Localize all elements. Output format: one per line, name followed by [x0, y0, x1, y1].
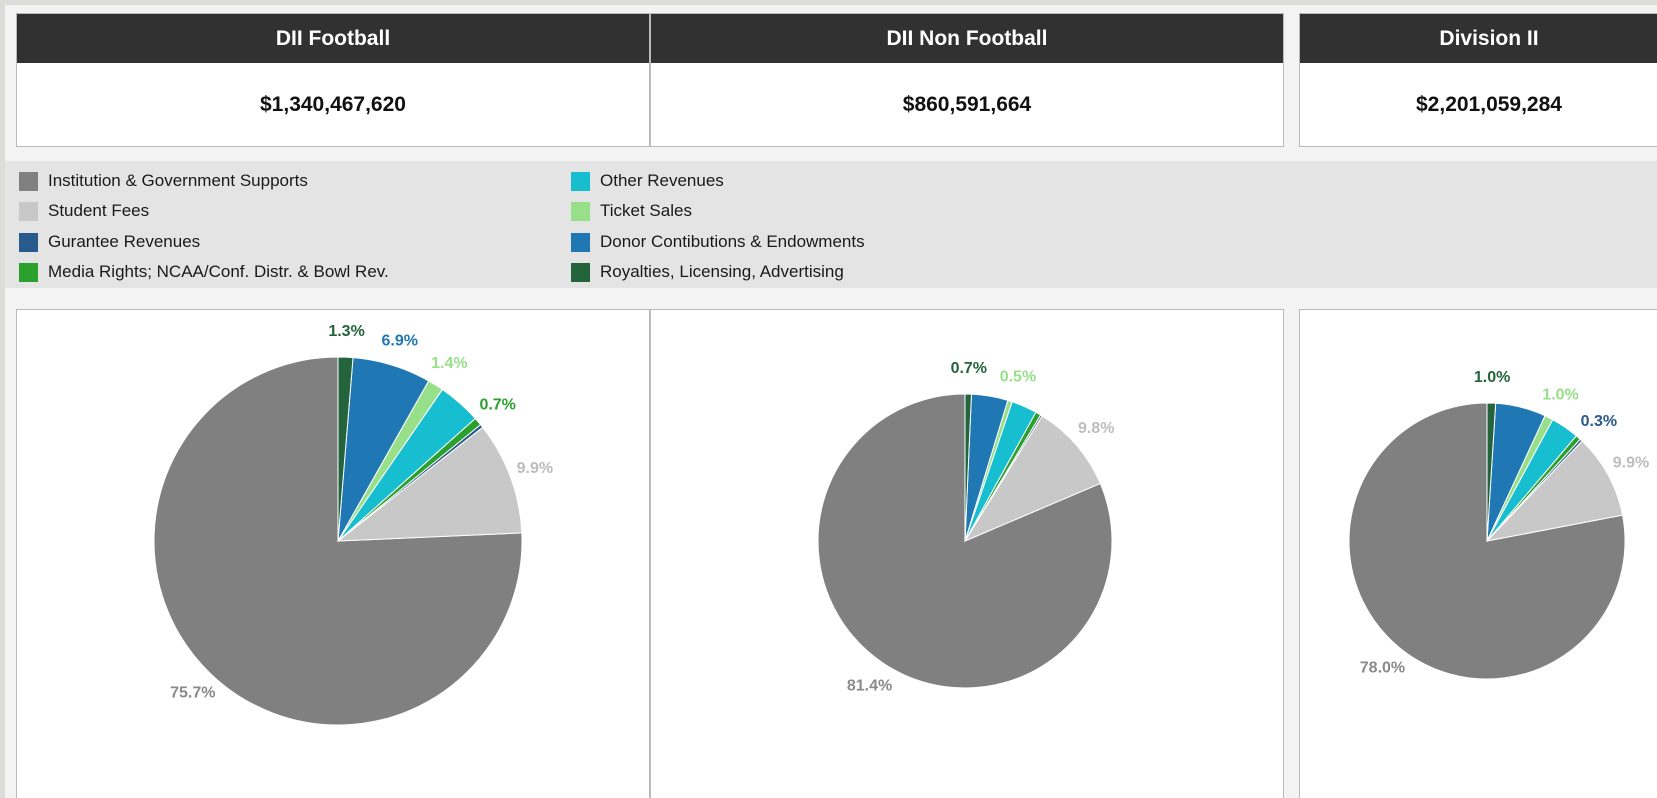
pie-data-label: 1.0% [1542, 386, 1578, 403]
card-value: $860,591,664 [902, 92, 1032, 116]
pie-data-label: 0.5% [1000, 368, 1036, 385]
summary-card-dii-non-football: DII Non Football $860,591,664 [650, 13, 1284, 147]
legend-label: Institution & Government Supports [48, 171, 308, 190]
legend-label: Gurantee Revenues [48, 232, 201, 251]
pie-panel-dii-football: 75.7% 9.9% 0.7% 1.4% 6.9% 1.3% [16, 309, 650, 798]
pie-slice-royalties-licensing-advertising[interactable] [964, 393, 972, 542]
legend-swatch [571, 232, 590, 252]
legend-item[interactable]: Institution & Government Supports [19, 171, 308, 191]
pie-data-label: 0.3% [1581, 413, 1617, 430]
legend-item[interactable]: Donor Contibutions & Endowments [571, 232, 865, 252]
legend-swatch [571, 262, 590, 282]
pie-panel-division-ii: 78.0% 9.9% 0.3% 1.0% 1.0% [1299, 309, 1657, 798]
pie-panel-dii-non-football: 81.4% 9.8% 0.5% 0.7% [650, 309, 1284, 798]
legend-swatch [571, 201, 590, 221]
pie-data-label: 9.9% [517, 460, 553, 477]
pie-slice-student-fees[interactable] [1485, 440, 1624, 542]
pie-data-label: 6.9% [382, 332, 418, 349]
card-value: $2,201,059,284 [1416, 92, 1562, 116]
legend-swatch [19, 232, 38, 252]
legend-label: Ticket Sales [600, 201, 692, 220]
pie-chart-division-ii: 78.0%9.9%0.3%1.0%1.0% [1348, 369, 1649, 680]
card-title: DII Non Football [651, 14, 1283, 63]
legend-label: Donor Contibutions & Endowments [600, 232, 865, 251]
legend-item[interactable]: Other Revenues [571, 171, 724, 191]
pie-data-label: 75.7% [170, 685, 215, 702]
pie-slice-student-fees[interactable] [336, 426, 523, 542]
legend-swatch [19, 201, 38, 221]
pie-slice-royalties-licensing-advertising[interactable] [1486, 402, 1497, 542]
pie-data-label: 78.0% [1360, 659, 1405, 676]
pie-chart-dii-football: 75.7% 9.9% 0.7% 1.4% 6.9% 1.3% [153, 323, 553, 726]
legend-label: Other Revenues [600, 171, 724, 190]
legend-item[interactable]: Royalties, Licensing, Advertising [571, 262, 844, 282]
summary-card-dii-football: DII Football $1,340,467,620 [16, 13, 650, 147]
pie-slice-student-fees[interactable] [963, 415, 1101, 543]
legend-swatch [571, 171, 590, 191]
pie-data-label: 1.4% [431, 355, 467, 372]
pie-data-label: 1.3% [328, 323, 364, 340]
legend-label: Student Fees [48, 201, 150, 220]
card-value: $1,340,467,620 [260, 92, 406, 116]
pie-slice-royalties-licensing-advertising[interactable] [337, 356, 354, 542]
legend-swatch [19, 171, 38, 191]
card-title: Division II [1300, 14, 1657, 63]
legend-item[interactable]: Gurantee Revenues [19, 232, 200, 252]
pie-data-label: 0.7% [479, 397, 515, 414]
card-title: DII Football [17, 14, 649, 63]
legend-item[interactable]: Media Rights; NCAA/Conf. Distr. & Bowl R… [19, 262, 389, 282]
dashboard-sheet: DII Football $1,340,467,620 DII Non Foot… [5, 5, 1657, 798]
legend-label: Royalties, Licensing, Advertising [600, 262, 844, 281]
pie-data-label: 9.8% [1078, 420, 1114, 437]
pie-data-label: 9.9% [1613, 454, 1649, 471]
legend-label: Media Rights; NCAA/Conf. Distr. & Bowl R… [48, 262, 389, 281]
legend-swatch [19, 262, 38, 282]
pie-data-label: 1.0% [1474, 369, 1510, 386]
pie-data-label: 81.4% [847, 677, 892, 694]
chart-legend: Institution & Government Supports Studen… [5, 161, 1657, 288]
summary-card-division-ii: Division II $2,201,059,284 [1299, 13, 1657, 147]
pie-data-label: 0.7% [951, 360, 987, 377]
legend-item[interactable]: Student Fees [19, 201, 149, 221]
pie-chart-dii-non-football: 81.4% 9.8% 0.5% 0.7% [817, 360, 1114, 694]
legend-item[interactable]: Ticket Sales [571, 201, 692, 221]
